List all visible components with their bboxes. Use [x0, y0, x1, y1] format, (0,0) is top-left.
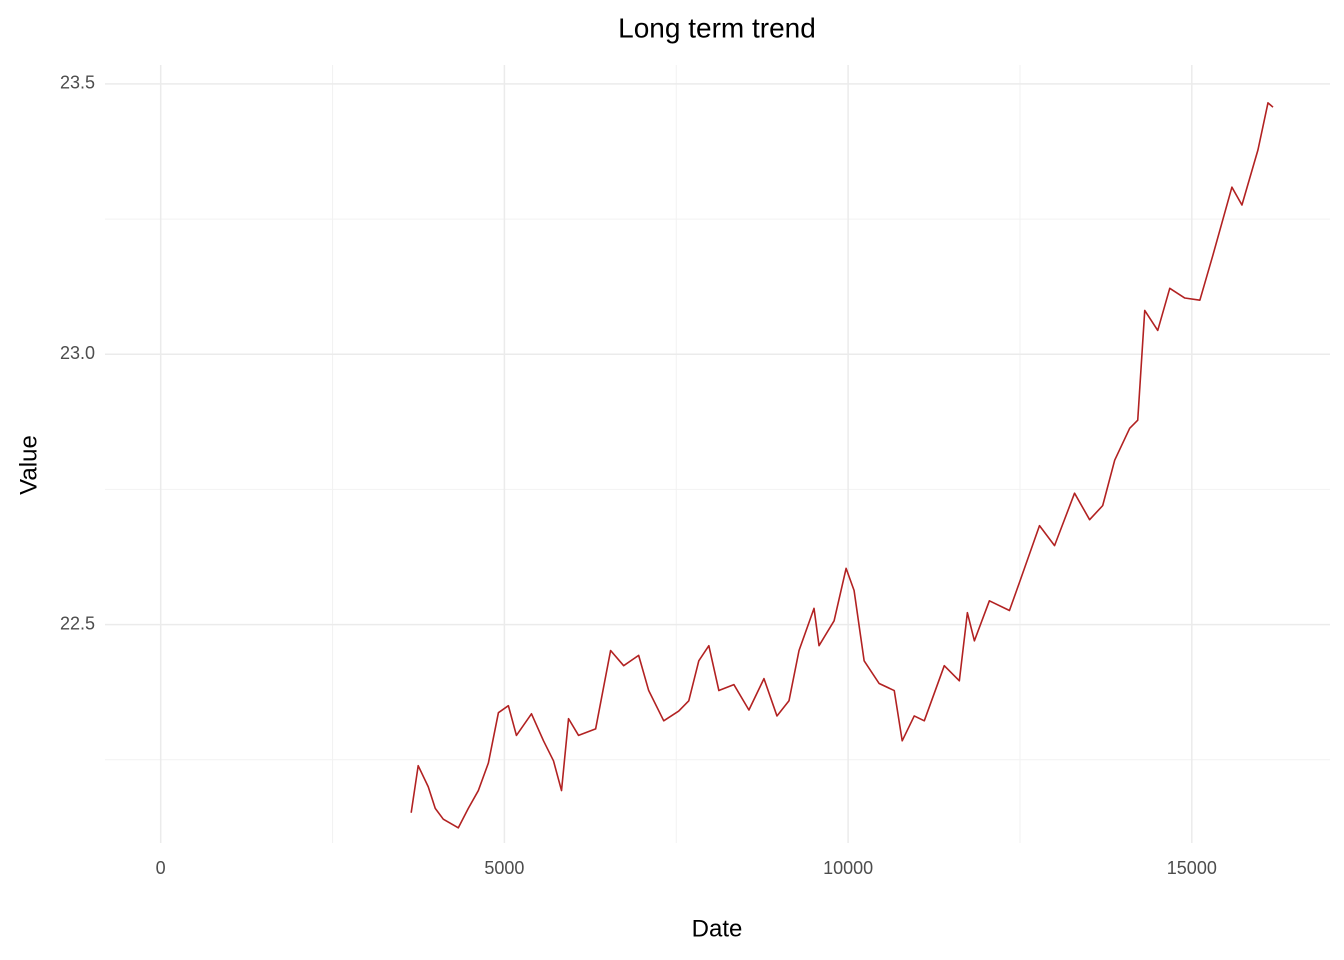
x-axis-label: Date: [692, 915, 743, 942]
data-line: [410, 102, 1274, 829]
plot-area: [410, 102, 1274, 829]
y-tick-label: 22.5: [60, 613, 95, 633]
y-tick-label: 23.0: [60, 343, 95, 363]
grid: 22.5 23.0 23.5 0 5000 10000 15000: [60, 65, 1330, 878]
x-tick-label: 5000: [484, 858, 524, 878]
chart-title: Long term trend: [618, 12, 816, 43]
x-tick-label: 0: [156, 858, 166, 878]
x-tick-label: 15000: [1167, 858, 1217, 878]
y-axis-label: Value: [15, 435, 42, 495]
x-tick-label: 10000: [823, 858, 873, 878]
y-tick-label: 23.5: [60, 73, 95, 93]
